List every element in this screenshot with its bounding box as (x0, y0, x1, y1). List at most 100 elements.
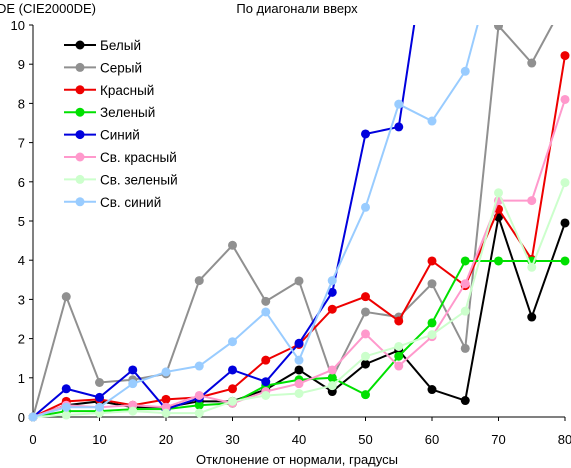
x-tick-label: 70 (491, 432, 505, 447)
data-point (394, 122, 404, 132)
x-tick-label: 50 (358, 432, 372, 447)
legend-entry: Зеленый (64, 105, 155, 120)
data-point (560, 178, 570, 188)
chart-title: По диагонали вверх (236, 1, 358, 16)
y-axis-label: DE (CIE2000DE) (0, 1, 96, 16)
data-point (161, 394, 171, 404)
data-point (427, 318, 437, 328)
data-point (194, 400, 204, 410)
data-point (527, 58, 537, 68)
data-point (294, 338, 304, 348)
data-point (294, 379, 304, 389)
data-point (261, 307, 271, 317)
data-point (228, 337, 237, 347)
data-point (394, 99, 404, 109)
y-tick-label: 4 (18, 253, 25, 268)
series-Св. зеленый (28, 178, 570, 422)
data-point (460, 66, 470, 76)
data-point (228, 384, 237, 394)
data-point (294, 388, 304, 398)
legend-marker (75, 197, 85, 207)
series-Синий (28, 25, 416, 422)
legend-label: Серый (100, 60, 142, 75)
data-point (95, 402, 104, 412)
data-point (95, 378, 104, 388)
data-point (361, 202, 370, 212)
legend-marker (75, 152, 85, 162)
data-point (427, 330, 437, 340)
data-point (560, 51, 570, 61)
data-point (527, 196, 537, 206)
data-point (327, 373, 337, 383)
legend-entry: Св. синий (64, 195, 161, 210)
data-point (61, 292, 71, 302)
x-tick-label: 80 (558, 432, 571, 447)
legend: Белый Серый Красный Зеленый Синий Св. красный… (64, 38, 178, 210)
legend-label: Белый (100, 38, 141, 53)
legend-marker (75, 62, 85, 72)
data-point (128, 406, 138, 416)
data-point (460, 343, 470, 353)
x-tick-label: 10 (92, 432, 106, 447)
data-point (361, 329, 370, 339)
data-point (28, 412, 38, 422)
data-point (527, 312, 537, 322)
data-point (327, 365, 337, 375)
data-point (327, 381, 337, 391)
data-point (327, 304, 337, 314)
data-point (494, 256, 503, 266)
data-point (560, 218, 570, 228)
data-point (294, 365, 304, 375)
data-point (327, 276, 337, 286)
data-point (294, 355, 304, 365)
y-tick-label: 6 (18, 175, 25, 190)
legend-marker (75, 40, 85, 50)
data-point (95, 392, 104, 402)
data-point (228, 240, 237, 250)
legend-label: Красный (100, 83, 154, 98)
data-point (228, 396, 237, 406)
data-point (394, 341, 404, 351)
x-tick-label: 60 (425, 432, 439, 447)
y-tick-label: 8 (18, 96, 25, 111)
data-point (394, 351, 404, 361)
y-tick-label: 2 (18, 332, 25, 347)
data-point (394, 361, 404, 371)
data-point (460, 306, 470, 316)
data-point (527, 262, 537, 272)
data-point (194, 408, 204, 418)
y-tick-label: 1 (18, 371, 25, 386)
data-point (128, 379, 138, 389)
legend-marker (75, 174, 85, 184)
data-point (427, 279, 437, 289)
data-point (494, 188, 503, 198)
series-Св. синий (28, 25, 479, 422)
y-tick-label: 7 (18, 136, 25, 151)
y-tick-label: 5 (18, 214, 25, 229)
y-tick-label: 3 (18, 292, 25, 307)
data-point (361, 307, 370, 317)
data-point (460, 256, 470, 266)
legend-entry: Св. зеленый (64, 172, 178, 187)
y-tick-label: 0 (18, 410, 25, 425)
data-point (361, 390, 370, 400)
legend-marker (75, 85, 85, 95)
data-point (261, 355, 271, 365)
legend-entry: Белый (64, 38, 141, 53)
axes: 0 1 2 3 4 5 6 7 8 9 10 0 10 20 30 40 50 60 70 80 (11, 18, 571, 447)
data-point (361, 351, 370, 361)
x-tick-label: 0 (29, 432, 36, 447)
data-point (228, 365, 237, 375)
data-point (161, 367, 171, 377)
data-point (427, 256, 437, 266)
data-point (460, 396, 470, 406)
data-point (560, 94, 570, 104)
data-point (261, 377, 271, 387)
data-point (561, 0, 570, 6)
data-point (494, 25, 503, 31)
y-tick-label: 10 (11, 18, 25, 33)
legend-entry: Св. красный (64, 150, 177, 165)
data-point (427, 385, 437, 395)
data-point (427, 116, 437, 126)
data-point (61, 410, 71, 420)
